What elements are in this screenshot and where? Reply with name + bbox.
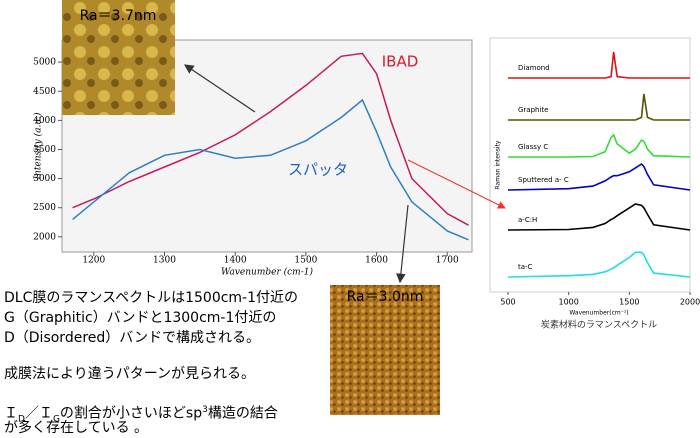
series-line — [507, 251, 691, 278]
y-tick-label: 4000 — [33, 116, 56, 126]
x-tick-label: 1000 — [558, 298, 578, 307]
series-line — [508, 133, 691, 158]
annotation: Ra＝3.0nm — [347, 289, 424, 305]
y-tick-label: 2000 — [33, 232, 56, 242]
x-tick-label: 1500 — [294, 256, 317, 266]
y-axis-label: Intensity (a.u.) — [33, 112, 44, 181]
series-line — [72, 98, 469, 241]
y-axis-label: Raman intensity — [495, 140, 502, 189]
x-tick-label: 1600 — [365, 256, 388, 266]
plot-area — [489, 37, 691, 293]
series-line — [72, 52, 469, 226]
text: ／Ｉ — [24, 405, 53, 422]
series-label: Sputtered a- C — [518, 176, 569, 184]
series-line — [508, 93, 690, 121]
afm-image — [330, 285, 440, 415]
arrow — [184, 64, 256, 113]
subscript: D — [18, 414, 25, 425]
text-line: が多く存在している 。 — [4, 420, 149, 436]
x-tick-label: 1200 — [82, 256, 105, 266]
x-tick-label: 1500 — [619, 298, 639, 307]
y-tick-label: 2500 — [33, 203, 56, 213]
series-label: ta-C — [518, 263, 533, 271]
text-line: ＩD／ＩGの割合が小さいほどsp3構造の結合 — [4, 401, 278, 428]
annotation: Ra＝3.7nm — [80, 8, 157, 24]
text-line: 成膜法により違うパターンが見られる。 — [4, 366, 256, 382]
text: 構造の結合 — [207, 405, 278, 422]
x-axis-label: Wavenumber(cm⁻¹) — [569, 310, 628, 317]
afm-image — [62, 0, 175, 115]
series-line — [508, 51, 690, 79]
superscript: 3 — [202, 405, 208, 415]
series-label: Glassy C — [518, 143, 548, 151]
y-tick-label: 4500 — [33, 87, 56, 97]
text-line: DLC膜のラマンスペクトルは1500cm-1付近の — [4, 290, 299, 306]
y-tick-label: 3500 — [33, 145, 56, 155]
y-tick-label: 3000 — [33, 174, 56, 184]
series-label: IBAD — [382, 53, 419, 71]
series-line — [507, 162, 691, 191]
text: Ｉ — [4, 405, 18, 422]
series-label: スパッタ — [288, 161, 348, 179]
x-tick-label: 500 — [500, 298, 515, 307]
series-label: Graphite — [518, 106, 548, 114]
series-line — [507, 203, 691, 231]
x-tick-label: 1400 — [224, 256, 247, 266]
subscript: G — [52, 414, 60, 425]
text-line: G（Graphitic）バンドと1300cm-1付近の — [4, 310, 277, 326]
text-line: D（Disordered）バンドで構成される。 — [4, 330, 260, 346]
x-tick-label: 1300 — [153, 256, 176, 266]
x-axis-label: Wavenumber (cm-1) — [221, 267, 313, 278]
arrow — [407, 159, 506, 209]
series-label: a-C:H — [518, 216, 537, 224]
text: の割合が小さいほどsp — [59, 405, 203, 422]
y-tick-label: 5000 — [33, 58, 56, 68]
x-tick-label: 1700 — [436, 256, 459, 266]
arrow — [396, 204, 409, 284]
caption: 炭素材料のラマンスペクトル — [541, 319, 657, 331]
series-label: Diamond — [518, 64, 550, 72]
x-tick-label: 2000 — [680, 298, 700, 307]
